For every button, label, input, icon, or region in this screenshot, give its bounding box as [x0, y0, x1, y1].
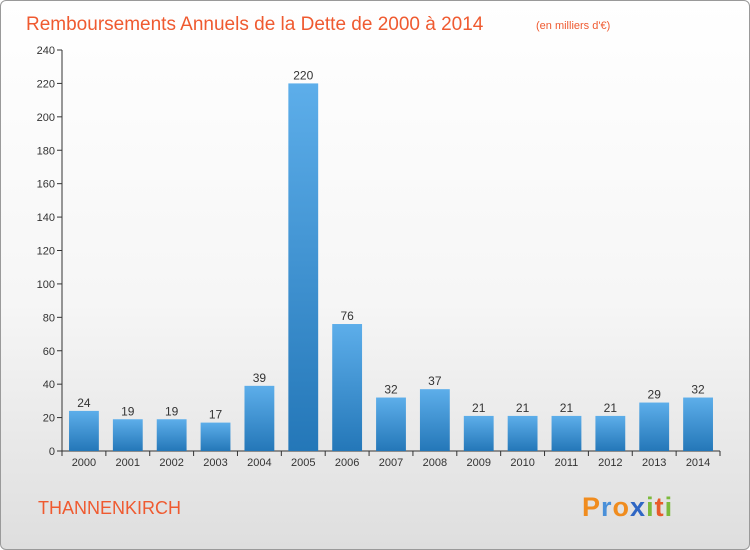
logo-letter: o: [613, 492, 631, 522]
y-tick-label: 200: [37, 112, 55, 124]
bar-value-label: 76: [340, 309, 354, 323]
bar: [288, 83, 319, 452]
bar-value-label: 19: [165, 404, 179, 418]
bar-value-label: 24: [77, 396, 91, 410]
bar: [683, 397, 713, 451]
x-tick-label: 2011: [555, 457, 579, 469]
x-tick-label: 2004: [247, 457, 271, 469]
bar-value-label: 32: [384, 383, 398, 397]
bar-value-label: 19: [121, 404, 135, 418]
x-tick-label: 2014: [686, 457, 710, 469]
bar: [332, 324, 363, 451]
x-tick-label: 2007: [379, 457, 403, 469]
y-tick-label: 160: [37, 179, 55, 191]
x-tick-label: 2003: [203, 457, 227, 469]
logo-letter: t: [655, 492, 665, 522]
y-tick-label: 80: [43, 312, 55, 324]
bar: [200, 422, 231, 451]
bars: 24 19 19 17 39 220 76 32 37 21 21 21 21 29 32: [69, 68, 713, 452]
y-tick-label: 100: [37, 279, 55, 291]
x-tick-label: 2013: [642, 457, 666, 469]
bar-value-label: 21: [604, 401, 618, 415]
x-tick-label: 2008: [423, 457, 447, 469]
x-tick-label: 2010: [510, 457, 534, 469]
x-tick-label: 2005: [291, 457, 315, 469]
bar-value-label: 17: [209, 408, 223, 422]
bar: [419, 389, 450, 451]
bar: [551, 415, 582, 451]
y-tick-label: 20: [43, 413, 55, 425]
y-tick-label: 180: [37, 145, 55, 157]
x-tick-label: 2002: [159, 457, 183, 469]
bar: [595, 415, 626, 451]
bar-value-label: 220: [293, 68, 313, 82]
bar: [639, 402, 670, 451]
bar: [376, 397, 406, 451]
bar: [507, 415, 538, 451]
y-tick-label: 0: [49, 446, 55, 458]
bar-value-label: 32: [691, 383, 705, 397]
logo-letter: P: [582, 492, 601, 522]
bar: [112, 419, 143, 451]
logo-letter: x: [630, 492, 646, 522]
logo-letter: i: [665, 492, 674, 522]
chart-unit: (en milliers d'€): [536, 20, 610, 32]
bar-value-label: 21: [560, 401, 574, 415]
bar-value-label: 37: [428, 374, 442, 388]
bar-value-label: 39: [253, 371, 267, 385]
bar-value-label: 29: [648, 388, 662, 402]
chart-title: Remboursements Annuels de la Dette de 20…: [26, 14, 484, 35]
bar: [69, 410, 99, 451]
x-tick-label: 2012: [598, 457, 622, 469]
logo-letter: i: [646, 492, 655, 522]
x-tick-label: 2001: [116, 457, 140, 469]
y-tick-label: 120: [37, 246, 55, 258]
bar: [244, 385, 275, 451]
bar-value-label: 21: [472, 401, 486, 415]
y-tick-label: 220: [37, 78, 55, 90]
x-tick-label: 2009: [466, 457, 490, 469]
bar-value-label: 21: [516, 401, 530, 415]
y-tick-label: 240: [37, 45, 55, 57]
y-tick-label: 40: [43, 379, 55, 391]
y-ticks: 0 20 40 60 80 100 120 140 160 180 200 220 240: [37, 45, 62, 458]
bar: [463, 415, 494, 451]
x-tick-label: 2000: [72, 457, 96, 469]
y-tick-label: 60: [43, 346, 55, 358]
y-tick-label: 140: [37, 212, 55, 224]
commune-name: THANNENKIRCH: [38, 498, 181, 518]
x-tick-label: 2006: [335, 457, 359, 469]
proxiti-logo-text: Proxiti: [582, 492, 673, 522]
proxiti-logo: Proxiti: [582, 492, 673, 522]
x-ticks: 2000 2001 2002 2003 2004 2005 2006 2007 2008 2009…: [61, 451, 721, 469]
bar: [156, 419, 187, 451]
logo-letter: r: [601, 492, 613, 522]
